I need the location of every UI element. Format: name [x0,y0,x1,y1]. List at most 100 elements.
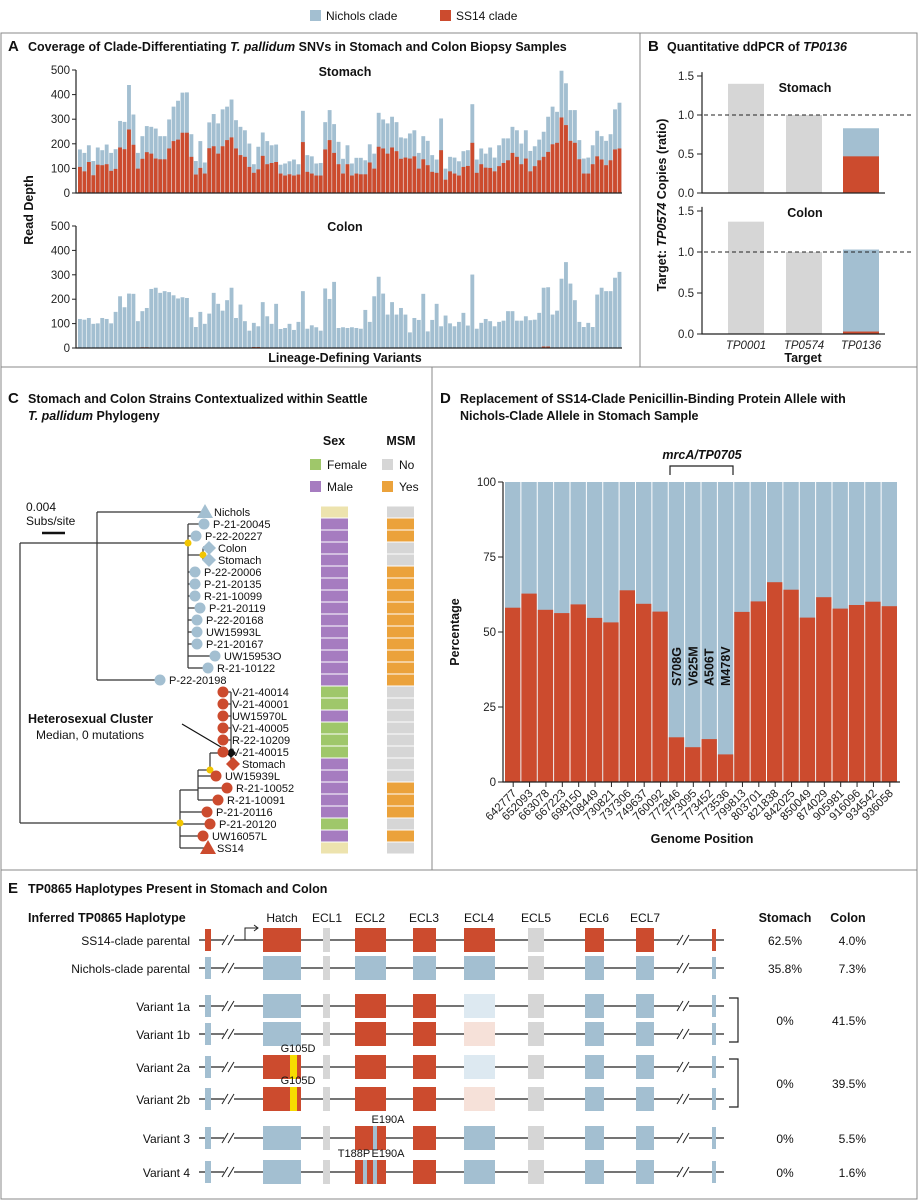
leaf-label: V-21-40001 [232,699,289,711]
leaf-circle-icon [217,686,229,698]
bar-nichols [149,288,154,348]
stomach-header: Stomach [759,911,812,925]
promoter-arrow-icon [244,924,259,940]
leaf-diamond-icon [226,757,240,771]
segment-ECL5 [528,1055,544,1079]
break-gap [224,1096,234,1102]
leaf-label: SS14 [217,843,244,855]
x-tick-label: TP0001 [726,340,766,352]
leaf-circle-icon [197,830,209,842]
bar-nichols [314,327,319,348]
leaf-circle-icon [191,638,203,650]
node-marker-icon [176,819,184,827]
bar-nichols [345,327,350,348]
bar-ss14 [734,611,750,782]
break-gap [679,1064,689,1070]
sex-cell [321,686,348,698]
segment-end [712,1161,716,1183]
bar-ss14 [153,158,158,193]
y-tick-label: 400 [51,245,70,257]
bar-ss14 [523,158,528,193]
leaf-circle-icon [209,650,221,662]
bar-nichols [668,482,685,782]
domain-label: ECL7 [630,911,660,925]
bar-ss14 [403,157,408,193]
bar-nichols [599,287,604,348]
bar-ss14 [430,171,435,193]
haplotype-label: SS14-clade parental [81,934,190,948]
break-icon [221,1000,229,1012]
bar-nichols [122,307,127,348]
bar-ss14 [461,166,466,193]
sex-cell [321,830,348,842]
bar-ss14 [595,156,600,193]
y-tick-label: 75 [483,552,496,564]
bar-ss14 [385,153,390,193]
bar-nichols [483,318,488,348]
leaf-label: P-21-20135 [204,579,262,591]
segment-ECL7 [636,956,654,980]
bar-ss14 [394,151,399,193]
leaf-label: P-21-20120 [219,819,277,831]
bar-nichols [167,292,172,348]
bar-nichols [430,319,435,348]
bar-ss14 [465,165,470,193]
break-icon [682,1028,690,1040]
segment-ECL1 [323,994,330,1018]
segment-ECL5 [528,1126,544,1150]
y-axis-label: Target: TP0574 Copies (ratio) [655,119,669,292]
mutation-stripe [290,1087,297,1111]
break-icon [682,1093,690,1105]
bar-ss14 [554,613,570,782]
bar-nichols [323,288,328,348]
leaf-label: R-21-10052 [236,783,294,795]
bar-ss14 [198,167,203,193]
y-tick-label: 1.5 [678,71,694,83]
mutation-label: T188P [338,1148,370,1160]
leaf-triangle-icon [200,840,216,854]
panel-c: C Stomach and Colon Strains Contextualiz… [8,390,419,855]
panel-e: E TP0865 Haplotypes Present in Stomach a… [8,880,866,1184]
bar-ss14 [488,167,493,193]
bar-nichols [497,321,502,348]
bar-ss14 [497,166,502,193]
segment-ECL7 [636,928,654,952]
leaf-circle-icon [189,590,201,602]
bar-nichols [118,296,122,348]
bar-nichols [220,310,225,348]
panel-title: Coverage of Clade-Differentiating T. pal… [28,40,567,54]
sex-cell [321,554,348,566]
bar-ss14-portion [843,156,879,193]
bar-ss14 [283,175,287,193]
bar-nichols [425,331,430,348]
bar-nichols [300,291,305,348]
stomach-chart-label: Stomach [319,65,372,79]
bar-ss14 [211,146,216,193]
bar-nichols [519,320,524,348]
bar-nichols [717,482,734,782]
segment-ECL2 [355,1126,386,1150]
bar-nichols [434,303,439,348]
bar-ss14 [242,156,247,193]
bar-nichols [318,330,323,348]
bar-ss14 [176,139,180,193]
haplotype-label: Variant 4 [143,1166,190,1180]
break-icon [227,1132,235,1144]
break-gap [679,1135,689,1141]
bar-nichols [292,329,296,348]
stomach-percent: 0% [776,1014,794,1028]
bar-nichols [448,323,452,348]
leaf-label: UW15970L [232,711,287,723]
segment-start [205,957,211,979]
segment-ECL5 [528,956,544,980]
panel-letter: B [648,38,659,55]
bar-nichols [305,328,310,348]
bar-nichols [176,298,180,348]
bar-nichols [247,330,252,348]
bar-ss14 [717,754,734,782]
bar-TP0001 [728,221,764,334]
bar-ss14 [229,137,234,193]
bar-nichols [260,302,265,348]
haplotype-label: Variant 2b [136,1093,190,1107]
bar-nichols [158,292,163,348]
